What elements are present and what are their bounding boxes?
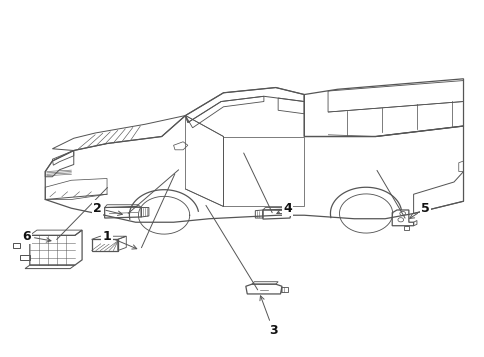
Text: 5: 5: [409, 202, 429, 218]
Text: 6: 6: [22, 230, 51, 243]
Text: 2: 2: [93, 202, 122, 215]
Text: 3: 3: [259, 296, 277, 337]
Text: 4: 4: [276, 202, 291, 215]
Text: 1: 1: [103, 230, 136, 249]
